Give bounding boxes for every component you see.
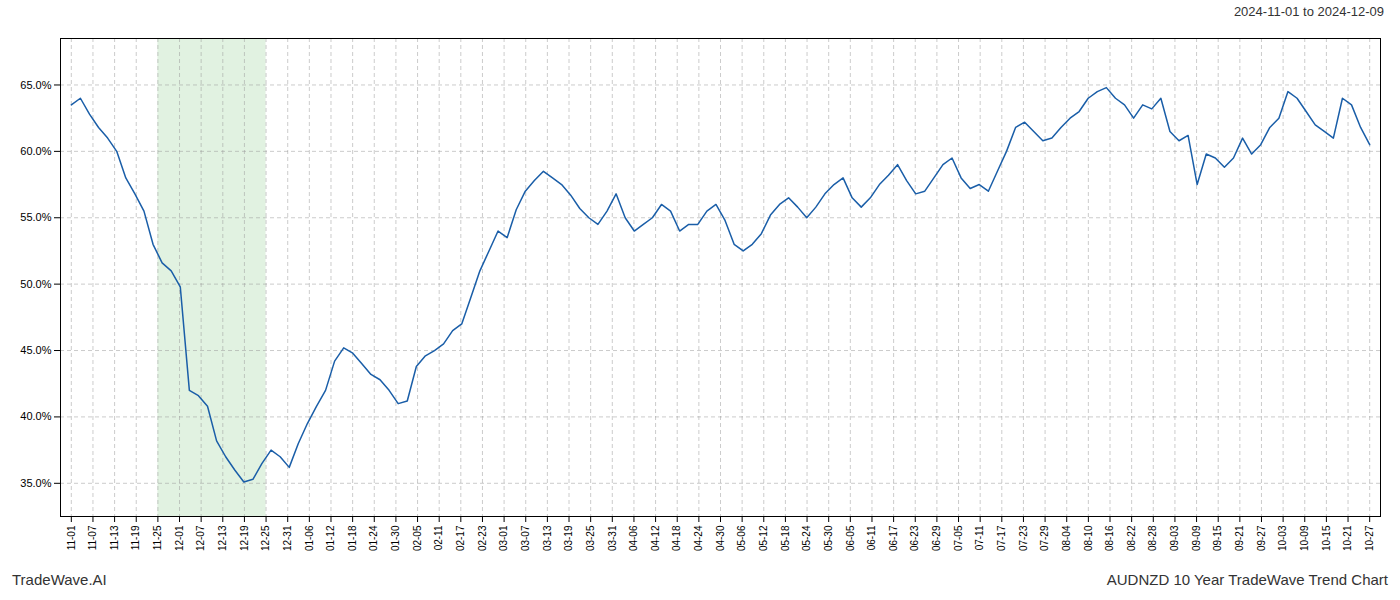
- svg-text:60.0%: 60.0%: [20, 145, 51, 157]
- svg-text:07-11: 07-11: [974, 525, 985, 550]
- svg-text:40.0%: 40.0%: [20, 410, 51, 422]
- svg-text:07-05: 07-05: [953, 525, 964, 551]
- svg-text:05-06: 05-06: [736, 525, 747, 551]
- svg-text:12-25: 12-25: [260, 525, 271, 551]
- svg-text:06-29: 06-29: [931, 525, 942, 551]
- svg-text:10-27: 10-27: [1364, 525, 1375, 551]
- svg-text:03-19: 03-19: [563, 525, 574, 551]
- svg-text:45.0%: 45.0%: [20, 344, 51, 356]
- svg-text:04-24: 04-24: [693, 525, 704, 551]
- svg-text:04-12: 04-12: [650, 525, 661, 551]
- svg-text:02-23: 02-23: [477, 525, 488, 551]
- svg-text:06-11: 06-11: [866, 525, 877, 550]
- svg-text:10-09: 10-09: [1299, 525, 1310, 551]
- svg-text:04-18: 04-18: [671, 525, 682, 551]
- svg-text:09-15: 09-15: [1212, 525, 1223, 551]
- svg-text:09-03: 09-03: [1169, 525, 1180, 551]
- svg-text:10-03: 10-03: [1277, 525, 1288, 551]
- svg-text:12-07: 12-07: [195, 525, 206, 551]
- svg-text:08-22: 08-22: [1126, 525, 1137, 551]
- svg-text:03-01: 03-01: [498, 525, 509, 551]
- svg-text:11-25: 11-25: [152, 525, 163, 550]
- svg-text:04-30: 04-30: [715, 525, 726, 551]
- svg-text:02-17: 02-17: [455, 525, 466, 551]
- svg-text:12-13: 12-13: [217, 525, 228, 551]
- svg-text:04-06: 04-06: [628, 525, 639, 551]
- svg-text:11-07: 11-07: [87, 525, 98, 550]
- svg-text:05-18: 05-18: [780, 525, 791, 551]
- svg-text:11-19: 11-19: [130, 525, 141, 550]
- svg-text:01-18: 01-18: [347, 525, 358, 551]
- svg-text:08-28: 08-28: [1147, 525, 1158, 551]
- svg-text:08-16: 08-16: [1104, 525, 1115, 551]
- svg-text:10-15: 10-15: [1321, 525, 1332, 551]
- svg-text:55.0%: 55.0%: [20, 211, 51, 223]
- svg-text:06-23: 06-23: [909, 525, 920, 551]
- svg-text:03-13: 03-13: [542, 525, 553, 551]
- svg-text:06-17: 06-17: [888, 525, 899, 551]
- svg-text:08-04: 08-04: [1061, 525, 1072, 551]
- html-text:2024-11-01 to 2024-12-09: 2024-11-01 to 2024-12-09: [1233, 4, 1384, 19]
- svg-text:07-23: 07-23: [1018, 525, 1029, 551]
- svg-text:35.0%: 35.0%: [20, 477, 51, 489]
- svg-text:10-21: 10-21: [1342, 525, 1353, 551]
- svg-text:11-13: 11-13: [109, 525, 120, 550]
- svg-text:11-01: 11-01: [66, 525, 77, 550]
- svg-text:02-11: 02-11: [433, 525, 444, 550]
- svg-text:01-24: 01-24: [368, 525, 379, 551]
- svg-text:01-06: 01-06: [304, 525, 315, 551]
- svg-text:06-05: 06-05: [845, 525, 856, 551]
- svg-text:65.0%: 65.0%: [20, 78, 51, 90]
- svg-text:01-30: 01-30: [390, 525, 401, 551]
- svg-text:09-27: 09-27: [1256, 525, 1267, 551]
- svg-text:03-31: 03-31: [607, 525, 618, 551]
- svg-text:03-07: 03-07: [520, 525, 531, 551]
- html-text:TradeWave.AI: TradeWave.AI: [12, 570, 107, 588]
- svg-text:12-01: 12-01: [174, 525, 185, 551]
- svg-text:09-21: 09-21: [1234, 525, 1245, 551]
- svg-text:07-29: 07-29: [1039, 525, 1050, 551]
- svg-text:01-12: 01-12: [325, 525, 336, 551]
- svg-text:05-12: 05-12: [758, 525, 769, 551]
- svg-text:12-31: 12-31: [282, 525, 293, 551]
- svg-text:05-24: 05-24: [801, 525, 812, 551]
- svg-text:08-10: 08-10: [1083, 525, 1094, 551]
- svg-text:09-09: 09-09: [1191, 525, 1202, 551]
- svg-text:03-25: 03-25: [585, 525, 596, 551]
- svg-text:05-30: 05-30: [823, 525, 834, 551]
- html-text:AUDNZD 10 Year TradeWave Trend: AUDNZD 10 Year TradeWave Trend Chart: [1106, 570, 1388, 588]
- svg-text:50.0%: 50.0%: [20, 278, 51, 290]
- svg-text:07-17: 07-17: [996, 525, 1007, 551]
- svg-text:12-19: 12-19: [239, 525, 250, 551]
- svg-text:02-05: 02-05: [412, 525, 423, 551]
